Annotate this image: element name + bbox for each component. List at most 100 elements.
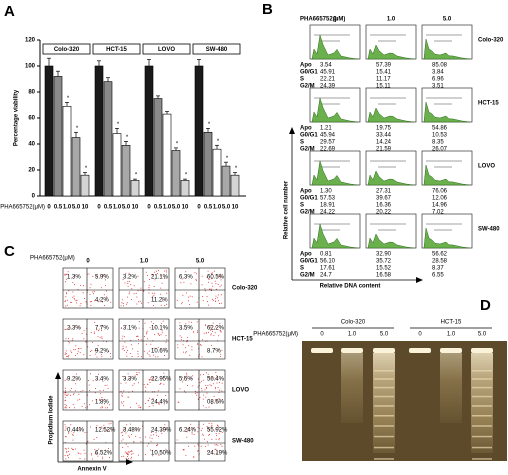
event-dot [137,350,139,352]
event-dot [208,406,210,408]
event-dot [122,305,124,307]
event-dot [94,392,96,394]
lane-label: 1.0 [348,332,357,338]
event-dot [154,334,156,335]
cell-value: 24.22 [320,210,336,216]
significance-marker: * [67,96,70,102]
event-dot [99,390,101,391]
arrow-head [126,459,133,465]
event-dot [217,444,219,446]
event-dot [109,457,110,459]
event-dot [176,299,178,301]
event-dot [204,325,206,326]
event-dot [153,294,155,296]
event-dot [106,384,108,386]
scatter-frame [118,369,170,411]
event-dot [160,322,162,324]
event-dot [121,348,123,350]
event-dot [79,398,81,400]
event-dot [197,450,199,452]
event-dot [221,399,223,400]
event-dot [218,401,220,403]
event-dot [215,448,217,450]
quadrant-value: 3.1% [123,326,137,332]
event-dot [90,426,91,428]
event-dot [213,299,215,301]
event-dot [207,301,208,302]
band [440,348,462,353]
event-dot [69,407,71,409]
event-dot [137,454,139,456]
event-dot [90,283,92,285]
event-dot [157,402,159,404]
event-dot [126,351,127,353]
event-dot [197,343,199,345]
event-dot [133,383,135,385]
event-dot [138,382,139,384]
event-dot [148,287,150,289]
event-dot [74,407,75,409]
event-dot [215,298,217,300]
bar [62,106,72,197]
row-label: G0/G1 [300,259,318,265]
cell-value: 28.58 [432,259,448,265]
event-dot [64,352,66,354]
event-dot [96,275,98,277]
row-label: G2/M [300,210,315,216]
quadrant-value: 3.48% [123,428,141,434]
event-dot [158,270,160,271]
cell-value: 3.84 [432,70,444,76]
bar [53,76,63,197]
event-dot [102,380,104,382]
smear [373,353,395,453]
histogram [367,170,415,186]
event-dot [64,274,66,276]
event-dot [148,350,150,352]
quadrant-value: 56.4% [207,377,225,383]
cell-value: 19.75 [376,126,392,132]
event-dot [76,302,77,304]
event-dot [78,393,80,395]
event-dot [90,305,92,306]
event-dot [83,338,85,340]
x-tick-label: 1.0 [113,205,122,211]
quadrant-value: 11.2% [151,298,168,304]
smear [440,353,462,423]
event-dot [120,432,122,434]
event-dot [98,373,99,375]
event-dot [210,288,212,290]
event-dot [165,341,167,343]
event-dot [217,284,219,285]
event-dot [120,327,122,329]
cell-value: 8.37 [432,266,444,272]
event-dot [65,278,67,280]
row-label: Apo [300,252,312,258]
event-dot [102,274,104,276]
histogram [423,164,471,186]
x-tick-label: 1.0 [63,205,72,211]
event-dot [101,336,103,338]
event-dot [212,285,214,287]
event-dot [65,406,67,408]
event-dot [189,304,191,305]
cell-value: 29.57 [320,140,336,146]
event-dot [65,338,67,340]
event-dot [124,451,126,453]
event-dot [66,451,68,453]
event-dot [127,281,129,283]
event-dot [152,455,154,457]
event-dot [79,427,80,429]
x-tick-label: 5.0 [172,205,181,211]
event-dot [88,384,90,386]
event-dot [210,325,212,326]
event-dot [130,406,132,408]
event-dot [68,432,70,434]
event-dot [145,436,146,438]
event-dot [206,426,208,427]
event-dot [195,392,197,394]
event-dot [146,383,148,385]
group-box [142,43,191,55]
event-dot [72,296,74,298]
event-dot [186,336,188,338]
event-dot [184,390,185,392]
